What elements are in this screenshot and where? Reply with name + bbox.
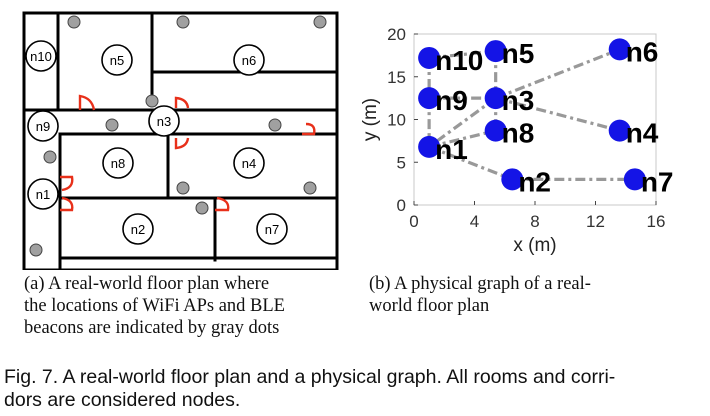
graph-node-label: n9 bbox=[435, 85, 468, 116]
device-dot bbox=[268, 118, 282, 132]
outer-wall bbox=[22, 11, 339, 270]
graph-node bbox=[418, 135, 441, 158]
graph-node-label: n6 bbox=[626, 36, 659, 67]
graph-node bbox=[484, 40, 507, 63]
svg-text:n3: n3 bbox=[157, 114, 171, 129]
y-axis-ticks: 0 5 10 15 20 bbox=[387, 25, 418, 215]
y-axis-label: y (m) bbox=[360, 98, 381, 141]
graph-node bbox=[608, 38, 631, 61]
graph-edge bbox=[495, 47, 621, 100]
x-tick-label: 0 bbox=[409, 212, 418, 231]
caption-a-line: beacons are indicated by gray dots bbox=[24, 318, 280, 338]
svg-text:n2: n2 bbox=[131, 222, 145, 237]
x-tick-label: 4 bbox=[470, 212, 479, 231]
graph-node bbox=[418, 46, 441, 69]
physical-graph-chart: 0 5 10 15 20 0 4 8 12 16 x (m) y (m) n10 n5 n6 n9 n3… bbox=[360, 25, 674, 256]
svg-text:n1: n1 bbox=[36, 187, 50, 202]
x-axis-label: x (m) bbox=[513, 235, 556, 256]
doors bbox=[60, 94, 316, 212]
door-icon bbox=[174, 137, 190, 150]
graph-node bbox=[623, 168, 646, 191]
y-tick-label: 10 bbox=[387, 111, 406, 130]
device-dot bbox=[145, 94, 159, 108]
x-axis-ticks: 0 4 8 12 16 bbox=[409, 201, 665, 231]
svg-text:n4: n4 bbox=[242, 156, 256, 171]
graph-node-label: n10 bbox=[435, 45, 483, 76]
figure-caption-line: Fig. 7. A real-world floor plan and a ph… bbox=[4, 366, 616, 388]
graph-edge bbox=[495, 96, 621, 133]
floor-plan: n10 n5 n6 n9 n3 n8 n4 n1 n2 n7 bbox=[22, 11, 339, 270]
graph-node bbox=[484, 87, 507, 110]
x-tick-label: 12 bbox=[586, 212, 605, 231]
device-dot bbox=[313, 15, 327, 29]
y-tick-label: 5 bbox=[397, 153, 406, 172]
y-tick-label: 0 bbox=[397, 196, 406, 215]
room-n9: n9 bbox=[27, 110, 59, 142]
graph-node bbox=[608, 119, 631, 142]
device-dot bbox=[303, 181, 317, 195]
x-tick-label: 16 bbox=[647, 212, 666, 231]
caption-b: (b) A physical graph of a real- world fl… bbox=[369, 273, 689, 317]
caption-b-line: world floor plan bbox=[369, 296, 490, 316]
svg-text:n10: n10 bbox=[30, 49, 52, 64]
room-n7: n7 bbox=[256, 213, 288, 245]
graph-node bbox=[501, 168, 524, 191]
room-n10: n10 bbox=[25, 40, 57, 72]
device-dot bbox=[176, 181, 190, 195]
svg-text:n7: n7 bbox=[265, 222, 279, 237]
svg-text:n6: n6 bbox=[242, 53, 256, 68]
graph-edge bbox=[428, 96, 497, 149]
door-icon bbox=[215, 196, 230, 212]
graph-node-label: n4 bbox=[626, 118, 659, 149]
caption-a-line: the locations of WiFi APs and BLE bbox=[24, 296, 285, 316]
svg-text:n8: n8 bbox=[111, 156, 125, 171]
door-icon bbox=[78, 94, 96, 111]
y-tick-label: 20 bbox=[387, 25, 406, 44]
graph-node-label: n8 bbox=[502, 118, 535, 149]
figure-caption-line: dors are considered nodes. bbox=[4, 389, 241, 411]
svg-text:n9: n9 bbox=[36, 119, 50, 134]
graph-nodes bbox=[418, 38, 646, 191]
caption-a: (a) A real-world floor plan where the lo… bbox=[24, 273, 344, 339]
svg-text:n5: n5 bbox=[110, 53, 124, 68]
door-icon bbox=[302, 122, 316, 136]
room-n8: n8 bbox=[102, 147, 134, 179]
graph-node-label: n7 bbox=[641, 166, 674, 197]
caption-a-line: (a) A real-world floor plan where bbox=[24, 274, 270, 294]
figure-caption: Fig. 7. A real-world floor plan and a ph… bbox=[4, 366, 708, 412]
devices bbox=[29, 15, 327, 257]
room-n5: n5 bbox=[101, 44, 133, 76]
room-n6: n6 bbox=[233, 44, 265, 76]
room-n1: n1 bbox=[27, 178, 59, 210]
walls bbox=[22, 11, 339, 270]
room-labels: n10 n5 n6 n9 n3 n8 n4 n1 n2 n7 bbox=[25, 40, 288, 245]
room-n3: n3 bbox=[148, 105, 180, 137]
plot-area bbox=[413, 33, 657, 206]
graph-node-label: n3 bbox=[502, 85, 535, 116]
graph-node bbox=[484, 119, 507, 142]
device-dot bbox=[43, 150, 57, 164]
room-n2: n2 bbox=[122, 213, 154, 245]
device-dot bbox=[176, 15, 190, 29]
graph-edge bbox=[428, 145, 513, 181]
x-tick-label: 8 bbox=[530, 212, 539, 231]
graph-node bbox=[418, 87, 441, 110]
device-dot bbox=[29, 243, 43, 257]
caption-b-line: (b) A physical graph of a real- bbox=[369, 274, 591, 294]
room-n4: n4 bbox=[233, 147, 265, 179]
device-dot bbox=[105, 118, 119, 132]
door-icon bbox=[174, 96, 190, 109]
door-icon bbox=[60, 175, 74, 192]
graph-node-label: n1 bbox=[435, 134, 468, 165]
graph-node-label: n5 bbox=[502, 38, 535, 69]
y-tick-label: 15 bbox=[387, 68, 406, 87]
device-dot bbox=[67, 15, 81, 29]
device-dot bbox=[195, 201, 209, 215]
door-icon bbox=[60, 196, 74, 212]
graph-edge bbox=[428, 129, 497, 149]
graph-node-label: n2 bbox=[518, 166, 551, 197]
